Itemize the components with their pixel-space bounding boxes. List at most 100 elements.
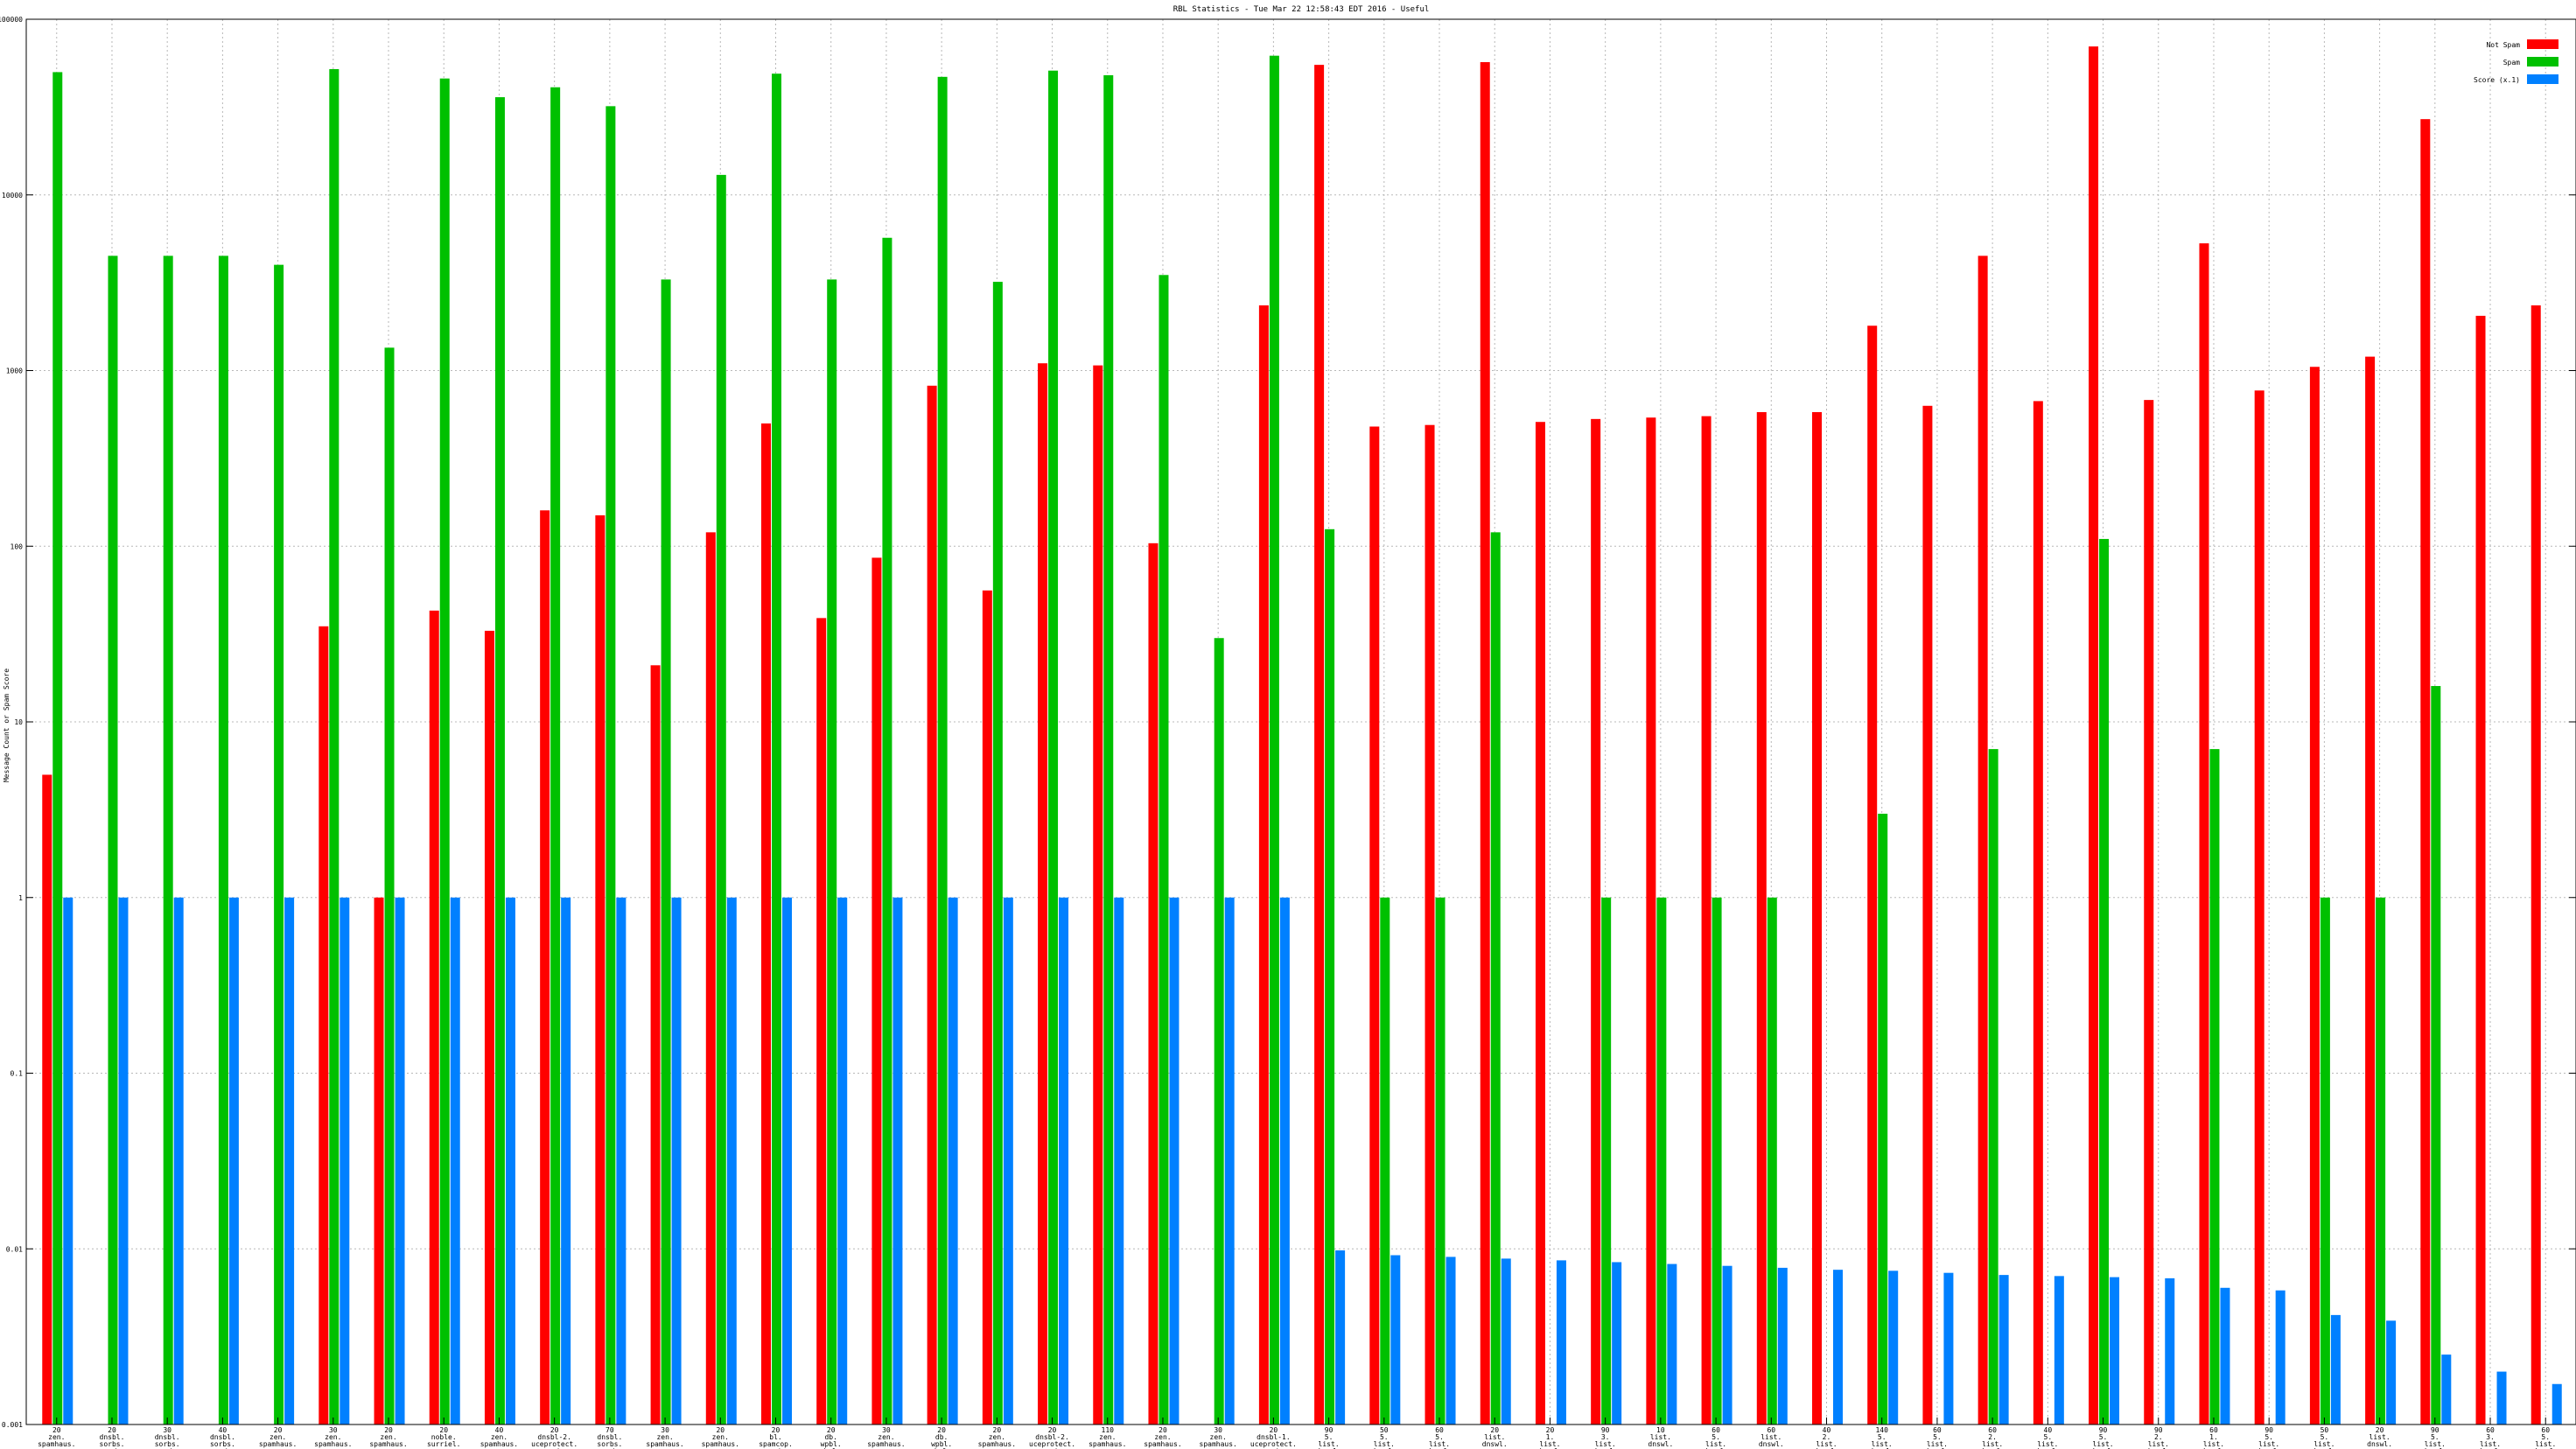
bar-score-x-1 xyxy=(2552,1383,2562,1424)
bar-not-spam xyxy=(1922,405,1933,1425)
legend-swatch xyxy=(2527,39,2558,49)
x-tick-label: 605.list.dnswl.org3 hops xyxy=(1924,1426,1950,1449)
bar-not-spam xyxy=(816,618,827,1424)
x-tick-label-line: list. xyxy=(1595,1440,1616,1448)
x-tick-label-line: dnswl. xyxy=(1316,1447,1341,1449)
bar-spam xyxy=(1656,897,1667,1424)
bar-score-x-1 xyxy=(505,897,515,1424)
y-tick-label: 1 xyxy=(18,894,23,902)
x-tick-label-line: wpbl. xyxy=(931,1440,952,1448)
bar-spam xyxy=(439,78,450,1424)
bar-score-x-1 xyxy=(1943,1272,1954,1424)
x-tick-label-line: zen. xyxy=(656,1433,673,1441)
bar-not-spam xyxy=(2144,400,2154,1425)
bar-not-spam xyxy=(595,514,606,1424)
bar-spam xyxy=(716,174,726,1425)
bar-score-x-1 xyxy=(2220,1287,2230,1424)
bar-not-spam xyxy=(318,626,329,1424)
x-tick-label-line: 40 xyxy=(219,1426,228,1434)
x-tick-label-line: list. xyxy=(1982,1440,2003,1448)
x-tick-label-line: spamhaus. xyxy=(646,1440,683,1448)
x-tick-label-line: dnswl. xyxy=(2090,1447,2116,1449)
bar-spam xyxy=(1878,813,1888,1424)
bar-score-x-1 xyxy=(837,897,848,1424)
x-tick-label-line: 20 xyxy=(52,1426,61,1434)
legend-swatch xyxy=(2527,74,2558,84)
bar-spam xyxy=(1048,70,1059,1424)
x-tick-label-line: wpbl. xyxy=(821,1440,842,1448)
x-tick-label-line: spamhaus. xyxy=(1088,1440,1126,1448)
x-tick-label-line: list. xyxy=(1650,1433,1671,1441)
bar-spam xyxy=(992,282,1003,1424)
bar-not-spam xyxy=(1867,326,1878,1425)
x-tick-label-line: org xyxy=(327,1447,340,1449)
x-tick-label-line: 70 xyxy=(606,1426,614,1434)
x-tick-label-line: net xyxy=(161,1447,174,1449)
bar-not-spam xyxy=(1701,416,1712,1424)
bar-score-x-1 xyxy=(1059,897,1069,1424)
x-tick-label-line: 5. xyxy=(2264,1433,2273,1441)
x-tick-label-line: org xyxy=(382,1447,396,1449)
x-tick-label-line: dnsbl. xyxy=(155,1433,180,1441)
x-tick-label-line: org xyxy=(1765,1447,1778,1449)
x-tick-label-line: list. xyxy=(2314,1440,2334,1448)
bar-not-spam xyxy=(1038,363,1048,1424)
x-tick-label-line: list. xyxy=(1484,1433,1505,1441)
x-tick-label-line: 60 xyxy=(1767,1426,1775,1434)
x-tick-label-line: 30 xyxy=(329,1426,338,1434)
x-tick-label-line: list. xyxy=(2258,1440,2279,1448)
bar-score-x-1 xyxy=(395,897,405,1424)
bar-not-spam xyxy=(1811,411,1822,1424)
bar-spam xyxy=(52,72,63,1425)
bar-not-spam xyxy=(2199,243,2209,1425)
x-tick-label-line: list. xyxy=(1872,1440,1893,1448)
x-tick-label-line: sorbs. xyxy=(100,1440,125,1448)
x-tick-label-line: list. xyxy=(2425,1440,2446,1448)
bar-score-x-1 xyxy=(2110,1277,2120,1424)
bar-score-x-1 xyxy=(1612,1262,1622,1424)
x-tick-label-line: 2. xyxy=(1988,1433,1997,1441)
bar-score-x-1 xyxy=(1722,1265,1732,1424)
x-tick-label-line: dnswl. xyxy=(2422,1447,2447,1449)
bar-not-spam xyxy=(484,630,494,1424)
x-tick-label-line: list. xyxy=(2093,1440,2114,1448)
x-tick-label-line: 5. xyxy=(1325,1433,1334,1441)
bar-not-spam xyxy=(1314,65,1325,1424)
bar-score-x-1 xyxy=(561,897,571,1424)
x-tick-label-line: bl. xyxy=(769,1433,781,1441)
x-tick-label-line: 5. xyxy=(2044,1433,2053,1441)
x-tick-label-line: 20 xyxy=(1048,1426,1057,1434)
x-tick-label-line: 60 xyxy=(2486,1426,2495,1434)
x-tick-label: 402.list.dnswl.org2 hops xyxy=(1814,1426,1839,1449)
x-tick-label-line: list. xyxy=(1374,1440,1395,1448)
x-tick-label-line: 5. xyxy=(1933,1433,1942,1441)
legend-label: Score (x.1) xyxy=(2474,76,2520,84)
x-tick-label-line: 140 xyxy=(1875,1426,1888,1434)
x-tick-label-line: list. xyxy=(1539,1440,1560,1448)
bar-score-x-1 xyxy=(1446,1256,1456,1424)
bar-score-x-1 xyxy=(1998,1275,2009,1424)
x-tick-label-line: zen. xyxy=(712,1433,729,1441)
x-tick-label-line: spamhaus. xyxy=(38,1440,75,1448)
x-tick-label-line: uceprotect. xyxy=(1029,1440,1075,1448)
bar-not-spam xyxy=(2033,401,2043,1424)
bar-score-x-1 xyxy=(616,897,626,1424)
x-tick-label-line: 20 xyxy=(2376,1426,2384,1434)
x-tick-label-line: dnswl. xyxy=(2533,1447,2558,1449)
x-tick-label-line: zen. xyxy=(491,1433,508,1441)
bar-score-x-1 xyxy=(1224,897,1235,1424)
x-tick-label-line: dnswl. xyxy=(1592,1447,1618,1449)
x-tick-label-line: 20 xyxy=(1490,1426,1499,1434)
x-tick-label-line: org xyxy=(714,1447,727,1449)
